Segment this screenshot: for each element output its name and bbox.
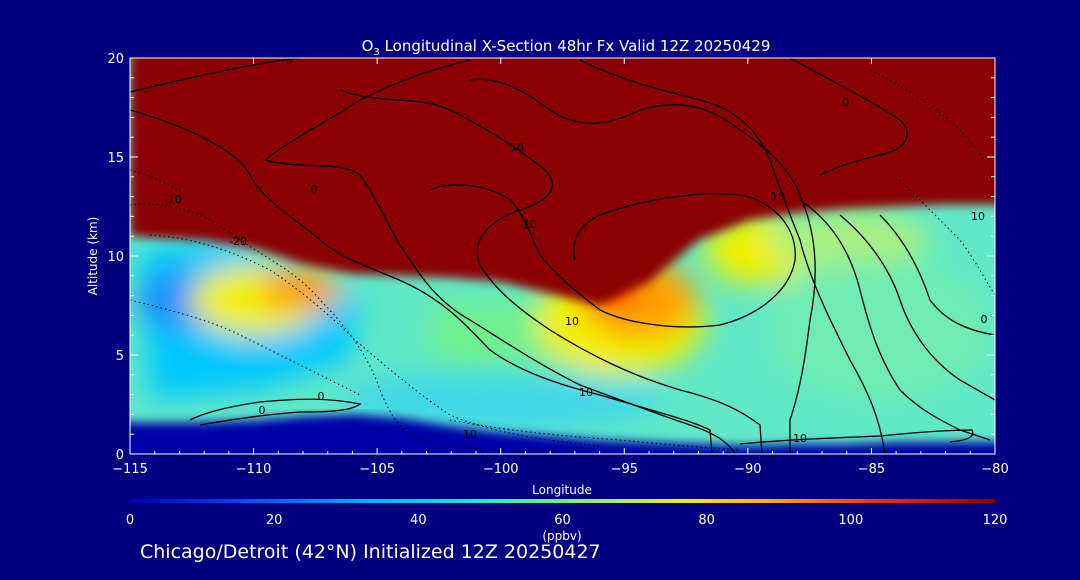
contour-label: 10 (463, 428, 477, 441)
y-tick-label: 5 (116, 349, 124, 364)
contour-line (579, 59, 886, 454)
colorbar-tick-label: 60 (554, 513, 571, 528)
contour-label: 10 (793, 432, 807, 445)
x-tick-label: −85 (858, 462, 885, 477)
x-tick-label: −115 (112, 462, 148, 477)
contour-label: 0 (843, 96, 850, 109)
contour-line (799, 199, 991, 441)
x-axis: −115 −110 −105 −100 −95 −90 −85 −80 (112, 58, 1009, 477)
colorbar-unit-label: (ppbv) (542, 529, 581, 543)
blob-west-orange (260, 268, 340, 312)
y-tick-label: 20 (107, 52, 124, 67)
contour-label: 0 (318, 390, 325, 403)
x-tick-label: −100 (483, 462, 519, 477)
dotted-contours (130, 69, 995, 452)
contour-line (130, 109, 713, 454)
colorbar-tick-label: 80 (698, 513, 715, 528)
colorbar-ticks: 0 20 40 60 80 100 120 (126, 513, 1008, 528)
y-axis-label: Altitude (km) (86, 217, 100, 296)
contour-line-dotted (130, 169, 186, 196)
colorbar-tick-label: 0 (126, 513, 134, 528)
contour-line (130, 58, 301, 93)
contour-label: 0 (981, 313, 988, 326)
contour-line (879, 214, 995, 336)
y-axis: 0 5 10 15 20 (107, 52, 995, 463)
caption: Chicago/Detroit (42°N) Initialized 12Z 2… (140, 541, 601, 563)
contour-line (189, 398, 362, 426)
contour-label: -20 (229, 235, 247, 248)
colorbar (130, 499, 995, 503)
colorbar-tick-label: 120 (983, 513, 1008, 528)
x-tick-label: −80 (981, 462, 1008, 477)
surface-region (130, 414, 995, 454)
contour-label: 0 (286, 54, 293, 67)
stratosphere-region (130, 58, 995, 306)
blob-east-teal (770, 260, 990, 400)
y-tick-label: 0 (116, 448, 124, 463)
y-tick-label: 10 (107, 250, 124, 265)
x-axis-label: Longitude (532, 483, 592, 497)
x-tick-label: −90 (734, 462, 761, 477)
contour-line (469, 78, 816, 454)
colorbar-tick-label: 40 (410, 513, 427, 528)
chart-title: O3 Longitudinal X-Section 48hr Fx Valid … (362, 37, 771, 58)
colorbar-tick-label: 100 (838, 513, 863, 528)
colorbar-tick-label: 20 (266, 513, 283, 528)
contour-label: 0 (311, 183, 318, 196)
contour-label: 10 (510, 141, 524, 154)
contour-line (264, 159, 736, 454)
contour-line (264, 59, 471, 161)
contour-line (739, 429, 974, 445)
contour-label: 10 (565, 315, 579, 328)
contour-label: 10 (579, 386, 593, 399)
contour-line (429, 184, 796, 328)
contour-label: -10 (164, 193, 182, 206)
contour-line-dotted (899, 179, 995, 296)
contour-line (839, 214, 995, 401)
contour-label: 10 (971, 210, 985, 223)
contour-line (789, 58, 908, 176)
ozone-field: 0 10 -10 -20 0 10 10 -10 0 10 0 10 10 0 0 10 (130, 54, 995, 454)
contour-labels: 0 10 -10 -20 0 10 10 -10 0 10 0 10 10 0 0 10 (164, 54, 988, 445)
x-tick-label: −110 (236, 462, 272, 477)
contour-label: -10 (519, 218, 537, 231)
y-tick-label: 15 (107, 151, 124, 166)
x-tick-label: −95 (611, 462, 638, 477)
contour-line-dotted (869, 69, 995, 181)
contour-line (339, 89, 763, 454)
x-tick-label: −105 (359, 462, 395, 477)
contour-lines (130, 58, 995, 454)
contour-label: 0 (259, 404, 266, 417)
contour-label: 10 (771, 190, 785, 203)
